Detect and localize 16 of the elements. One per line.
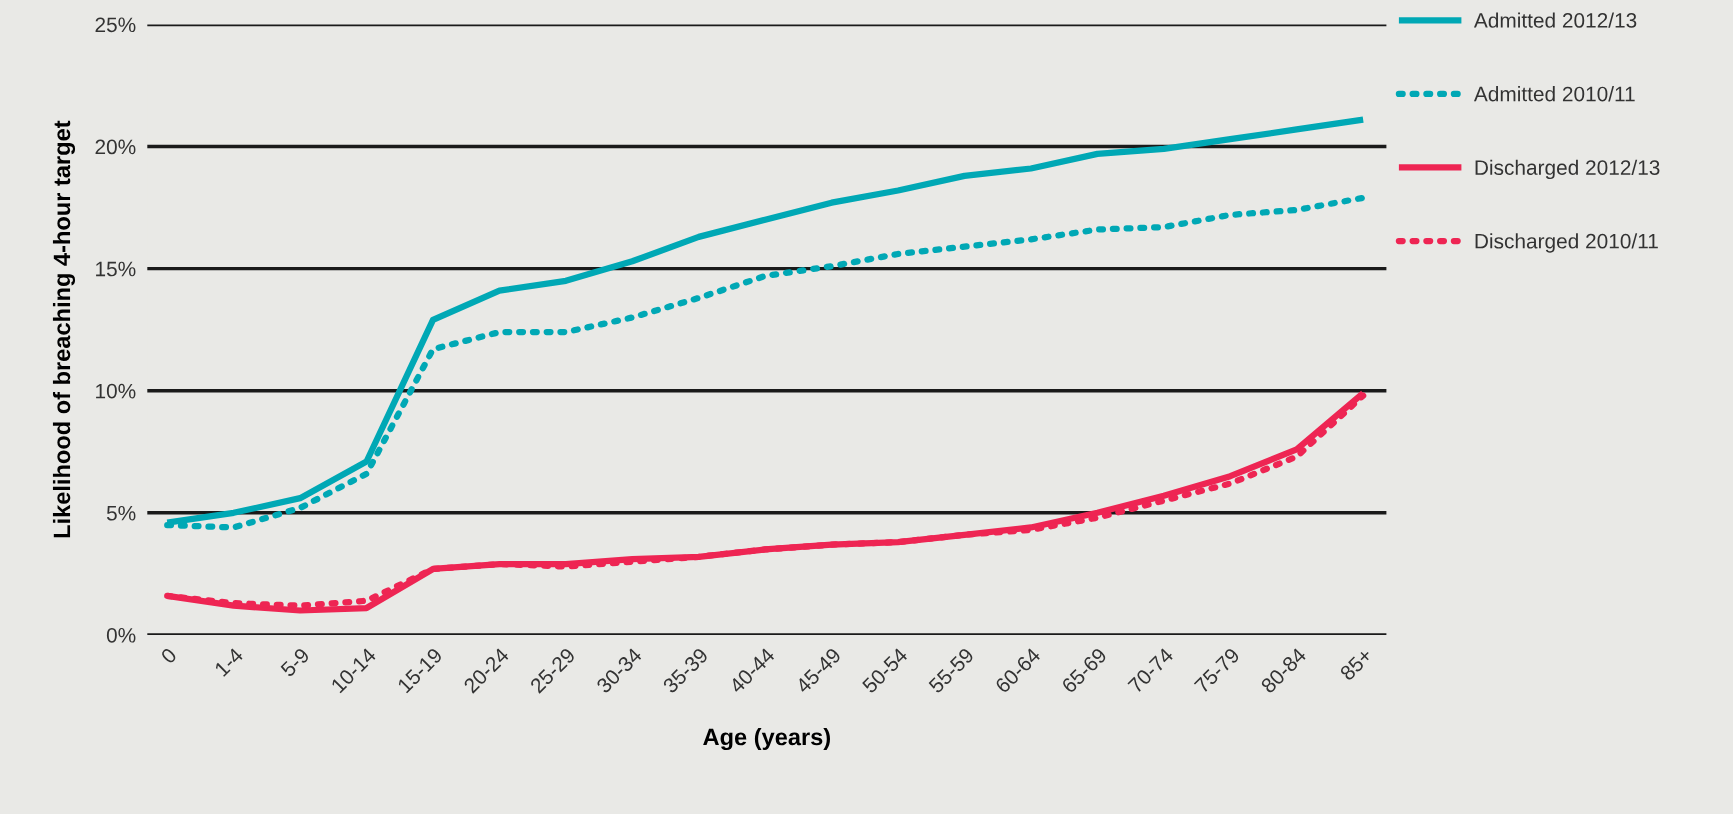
x-axis-title: Age (years) — [703, 727, 830, 751]
y-tick-label: 15% — [96, 261, 136, 277]
y-tick-label: 5% — [106, 505, 136, 521]
y-axis-title: Likelihood of breaching 4-hour target — [52, 120, 76, 538]
y-tick-label: 0% — [106, 627, 136, 643]
x-tick-label: 5-9 — [279, 647, 311, 678]
y-tick-label: 25% — [95, 17, 136, 33]
legend-label: Admitted 2012/13 — [1473, 12, 1637, 28]
x-tick-label: 1-4 — [214, 647, 244, 677]
y-tick-label: 10% — [96, 383, 136, 399]
x-tick-label: 0 — [160, 647, 178, 665]
y-tick-label: 20% — [95, 139, 136, 155]
legend-label: Admitted 2010/11 — [1473, 86, 1635, 102]
x-tick-label: 85+ — [1339, 647, 1374, 682]
legend-label: Discharged 2012/13 — [1475, 159, 1660, 180]
legend-label: Discharged 2010/11 — [1475, 233, 1658, 253]
